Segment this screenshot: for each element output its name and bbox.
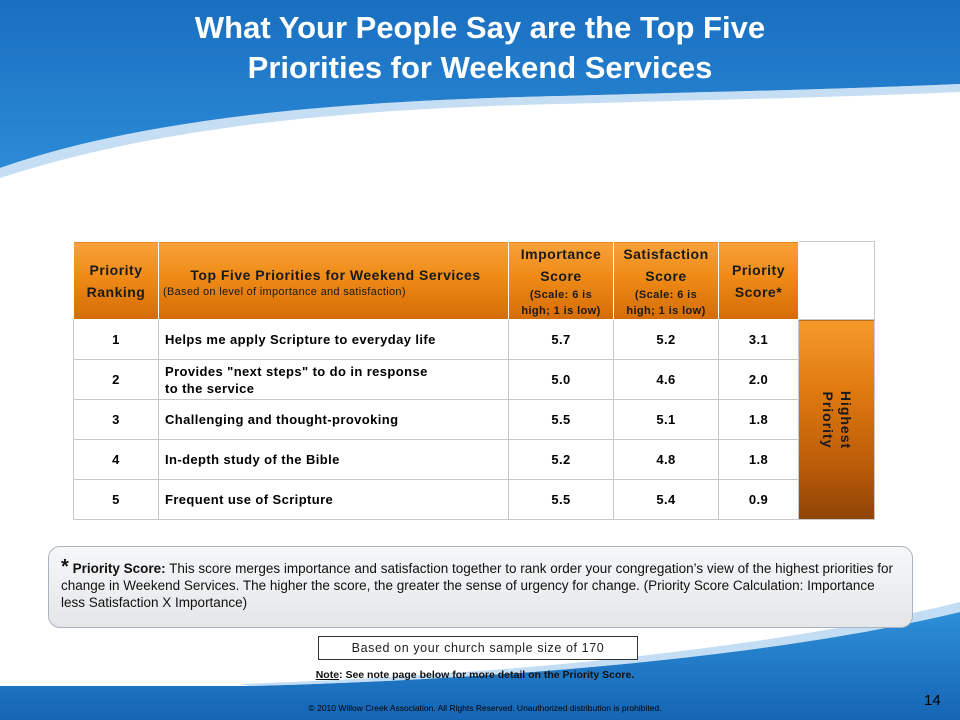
row-rank: 1 xyxy=(73,319,159,360)
header-importance-scale-1: (Scale: 6 is xyxy=(529,288,593,301)
header-satisfaction-line-1: Satisfaction xyxy=(623,245,709,262)
title-line-2: Priorities for Weekend Services xyxy=(247,50,713,85)
row-priority: 0.9 xyxy=(718,479,799,520)
row-priority: 2.0 xyxy=(718,359,799,400)
highest-priority-line-1: Highest xyxy=(837,390,854,449)
header-satisfaction-scale-2: high; 1 is low) xyxy=(626,304,706,317)
table-row: 5 Frequent use of Scripture 5.5 5.4 0.9 xyxy=(73,479,875,520)
row-rank: 2 xyxy=(73,359,159,400)
header-rank: Priority Ranking xyxy=(73,241,159,320)
row-importance: 5.5 xyxy=(508,399,614,440)
row-item-line-1: Provides "next steps" to do in response xyxy=(165,363,428,379)
header-importance-scale-2: high; 1 is low) xyxy=(521,304,601,317)
table-row: 4 In-depth study of the Bible 5.2 4.8 1.… xyxy=(73,439,875,480)
row-priority: 3.1 xyxy=(718,319,799,360)
row-satisfaction: 5.4 xyxy=(613,479,719,520)
highest-priority-bar: Highest Priority xyxy=(798,319,875,520)
row-priority: 1.8 xyxy=(718,439,799,480)
row-rank: 5 xyxy=(73,479,159,520)
header-satisfaction-line-2: Score xyxy=(645,267,687,284)
priority-table-container: Priority Ranking Top Five Priorities for… xyxy=(73,241,875,520)
title-line-1: What Your People Say are the Top Five xyxy=(194,10,766,45)
sample-size-box: Based on your church sample size of 170 xyxy=(318,636,638,660)
row-rank: 4 xyxy=(73,439,159,480)
table-header-row: Priority Ranking Top Five Priorities for… xyxy=(73,241,875,320)
header-item-title: Top Five Priorities for Weekend Services xyxy=(190,266,481,283)
note-text: This score merges importance and satisfa… xyxy=(61,561,893,610)
row-importance: 5.5 xyxy=(508,479,614,520)
row-satisfaction: 4.6 xyxy=(613,359,719,400)
priority-score-note: * Priority Score: This score merges impo… xyxy=(48,546,913,628)
table-row: 2 Provides "next steps" to do in respons… xyxy=(73,359,875,400)
header-satisfaction-scale-1: (Scale: 6 is xyxy=(634,288,698,301)
header-priority: Priority Score* xyxy=(718,241,799,320)
note-label: Priority Score: xyxy=(72,561,166,576)
row-importance: 5.7 xyxy=(508,319,614,360)
row-item: Frequent use of Scripture xyxy=(158,479,509,520)
header-importance: Importance Score (Scale: 6 is high; 1 is… xyxy=(508,241,614,320)
header-satisfaction: Satisfaction Score (Scale: 6 is high; 1 … xyxy=(613,241,719,320)
table-row: 1 Helps me apply Scripture to everyday l… xyxy=(73,319,875,520)
note-asterisk: * xyxy=(61,556,69,578)
footnote-label: Note xyxy=(315,669,340,681)
header-rank-line-2: Ranking xyxy=(86,283,146,300)
row-item: Challenging and thought-provoking xyxy=(158,399,509,440)
row-item-line-2: to the service xyxy=(165,380,255,396)
row-importance: 5.2 xyxy=(508,439,614,480)
footnote: Note: See note page below for more detai… xyxy=(0,669,950,681)
row-item: Provides "next steps" to do in response … xyxy=(158,359,509,400)
table-row: 3 Challenging and thought-provoking 5.5 … xyxy=(73,399,875,440)
row-satisfaction: 5.1 xyxy=(613,399,719,440)
row-importance: 5.0 xyxy=(508,359,614,400)
footnote-text: : See note page below for more detail on… xyxy=(339,669,635,681)
highest-priority-label: Highest Priority xyxy=(819,390,855,448)
row-rank: 3 xyxy=(73,399,159,440)
header-priority-line-1: Priority xyxy=(731,261,785,278)
page-number: 14 xyxy=(924,692,941,709)
header-item-subtitle: (Based on level of importance and satisf… xyxy=(163,285,406,298)
copyright-notice: © 2010 Willow Creek Association. All Rig… xyxy=(308,703,662,713)
header-blank-cell xyxy=(798,241,875,320)
header-importance-line-2: Score xyxy=(540,267,582,284)
row-satisfaction: 5.2 xyxy=(613,319,719,360)
header-importance-line-1: Importance xyxy=(520,245,602,262)
row-item: In-depth study of the Bible xyxy=(158,439,509,480)
row-satisfaction: 4.8 xyxy=(613,439,719,480)
row-item: Helps me apply Scripture to everyday lif… xyxy=(158,319,509,360)
row-priority: 1.8 xyxy=(718,399,799,440)
header-priority-line-2: Score* xyxy=(734,283,783,300)
header-item: Top Five Priorities for Weekend Services… xyxy=(158,241,509,320)
priority-table: Priority Ranking Top Five Priorities for… xyxy=(73,241,875,520)
highest-priority-line-2: Priority xyxy=(819,390,836,448)
slide-title: What Your People Say are the Top Five Pr… xyxy=(90,8,870,88)
header-rank-line-1: Priority xyxy=(89,261,143,278)
